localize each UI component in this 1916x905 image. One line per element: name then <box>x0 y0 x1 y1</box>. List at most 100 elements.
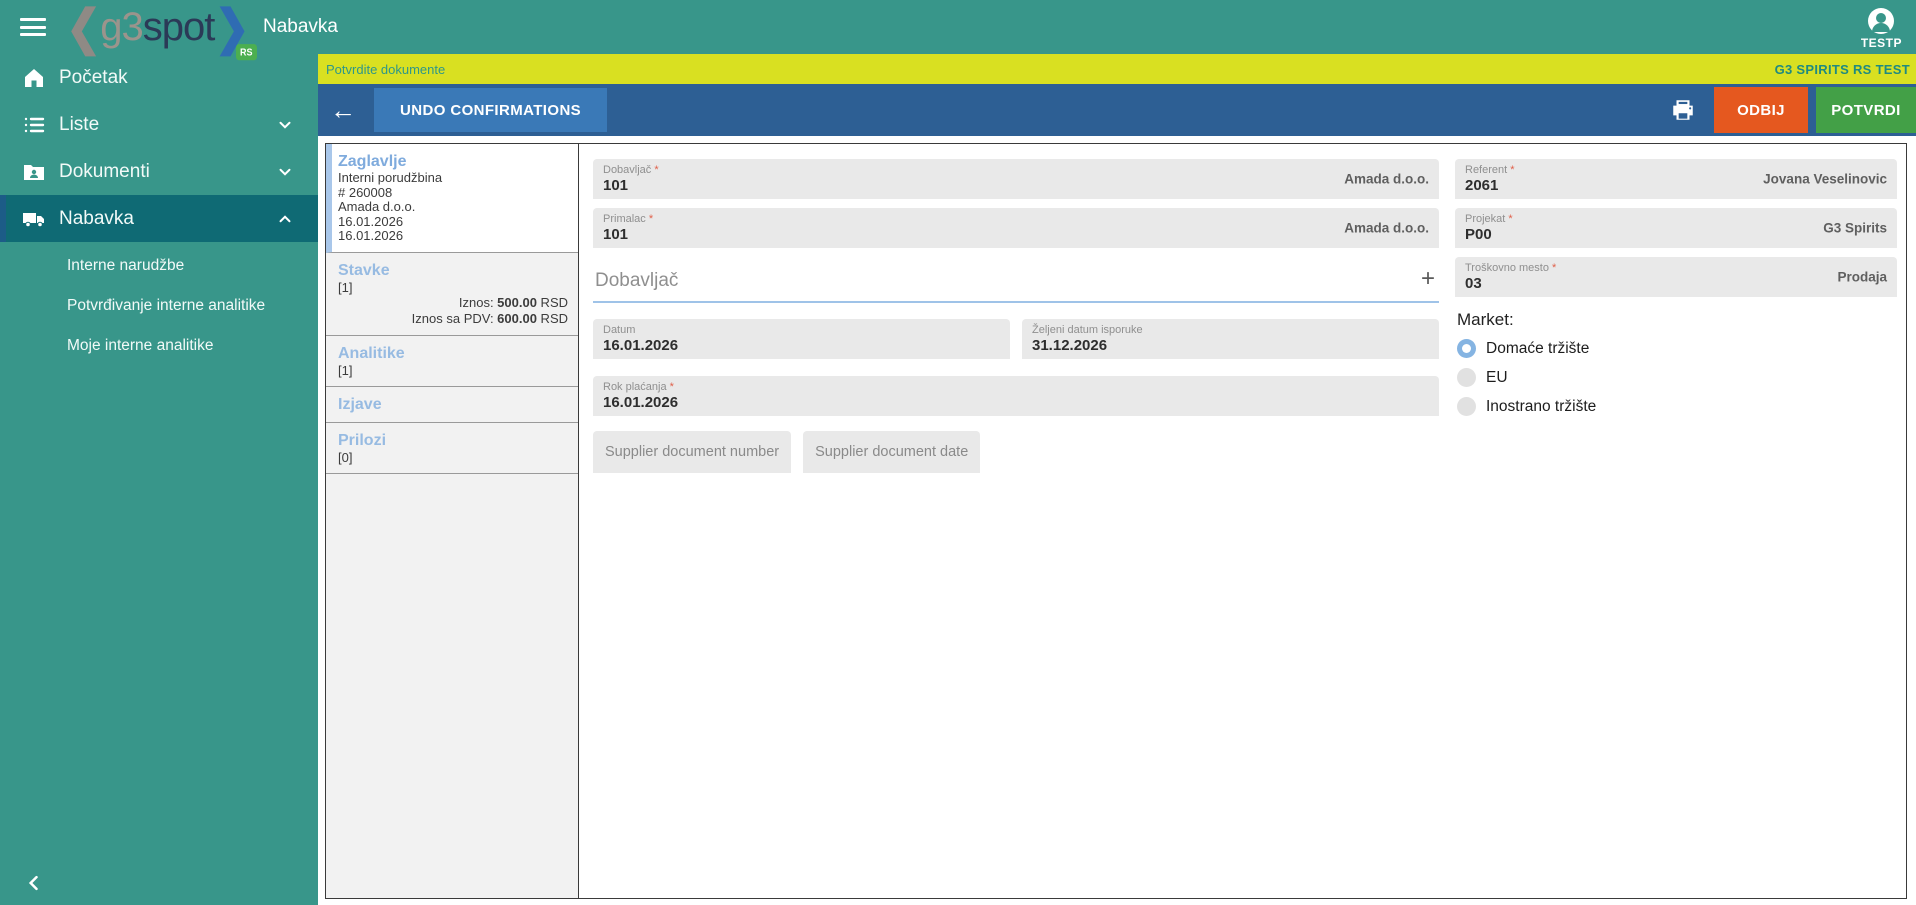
tab-label: Analitike <box>338 344 405 362</box>
print-icon[interactable] <box>1670 97 1696 123</box>
user-menu[interactable]: TESTP <box>1861 8 1902 50</box>
sidebar-subitem-moje-interne-analitike[interactable]: Moje interne analitike <box>0 326 318 366</box>
amount-total-vat: Iznos sa PDV: 600.00 RSD <box>411 310 568 326</box>
tab-zaglavlje[interactable]: Zaglavlje Interni porudžbina # 260008 Am… <box>326 144 578 253</box>
field-label: Datum <box>603 324 636 336</box>
menu-icon[interactable] <box>20 18 46 36</box>
field-value: 31.12.2026 <box>1032 337 1108 354</box>
company-name: G3 SPIRITS RS TEST <box>1774 61 1910 77</box>
document-date2: 16.01.2026 <box>338 228 404 243</box>
projekat-field[interactable]: Projekat * P00 G3 Spirits <box>1455 208 1897 248</box>
input-placeholder: Supplier document number <box>605 444 780 460</box>
troskovno-mesto-field[interactable]: Troškovno mesto * 03 Prodaja <box>1455 257 1897 297</box>
supplier-document-date-input[interactable]: Supplier document date <box>803 431 981 473</box>
supplier-document-number-input[interactable]: Supplier document number <box>593 431 792 473</box>
sidebar-subitem-label: Potvrđivanje interne analitike <box>67 297 266 314</box>
field-label: Troškovno mesto * <box>1465 262 1557 274</box>
add-icon[interactable]: + <box>1420 265 1435 292</box>
tab-count: [0] <box>338 449 353 465</box>
document-partner: Amada d.o.o. <box>338 199 416 214</box>
field-value: 101 <box>603 226 629 243</box>
radio-button-icon[interactable] <box>1457 339 1476 358</box>
referent-field[interactable]: Referent * 2061 Jovana Veselinovic <box>1455 159 1897 199</box>
form-right-column: Referent * 2061 Jovana Veselinovic Proje… <box>1455 159 1897 898</box>
sidebar-collapse-icon[interactable] <box>24 873 44 893</box>
primalac-field[interactable]: Primalac * 101 Amada d.o.o. <box>593 208 1439 248</box>
field-helper-text: Jovana Veselinovic <box>1763 171 1887 187</box>
notice-bar: Potvrdite dokumente G3 SPIRITS RS TEST <box>318 54 1916 84</box>
document-date: 16.01.2026 <box>338 213 404 229</box>
field-value: P00 <box>1465 226 1492 243</box>
dobavljac-search-input[interactable]: Dobavljač + <box>593 261 1439 303</box>
field-label: Projekat * <box>1465 213 1513 225</box>
radio-button-icon[interactable] <box>1457 397 1476 416</box>
field-value: 03 <box>1465 275 1482 292</box>
sidebar-item-label: Liste <box>59 113 100 135</box>
required-asterisk: * <box>669 381 674 393</box>
amount-total: Iznos: 500.00 RSD <box>458 294 568 310</box>
top-bar: ❮ g3 spot ❯ RS Nabavka TESTP <box>0 0 1916 60</box>
sidebar-item-nabavka[interactable]: Nabavka <box>0 195 318 242</box>
tab-izjave[interactable]: Izjave <box>326 387 578 423</box>
datum-field[interactable]: Datum 16.01.2026 <box>593 319 1010 359</box>
document-type: Interni porudžbina <box>338 170 443 185</box>
sidebar-subitem-interne-narudzbe[interactable]: Interne narudžbe <box>0 246 318 286</box>
document-card: Zaglavlje Interni porudžbina # 260008 Am… <box>325 143 1907 899</box>
sidebar-subitem-label: Interne narudžbe <box>67 257 185 274</box>
document-toolbar: ← UNDO CONFIRMATIONS ODBIJ POTVRDI <box>318 84 1916 136</box>
tab-analitike[interactable]: Analitike [1] <box>326 336 578 387</box>
undo-confirmations-button[interactable]: UNDO CONFIRMATIONS <box>374 88 608 132</box>
back-arrow-icon[interactable]: ← <box>330 95 356 125</box>
field-helper-text: Amada d.o.o. <box>1344 171 1429 187</box>
tab-label: Zaglavlje <box>338 153 407 170</box>
input-placeholder: Supplier document date <box>815 444 969 460</box>
radio-inostrano-trziste[interactable]: Inostrano tržište <box>1457 397 1897 416</box>
sidebar-item-label: Početak <box>59 66 128 88</box>
chevron-down-icon <box>279 168 291 176</box>
chevron-down-icon <box>279 121 291 129</box>
section-tabs: Zaglavlje Interni porudžbina # 260008 Am… <box>326 144 579 898</box>
reject-button[interactable]: ODBIJ <box>1714 87 1808 133</box>
sidebar-item-liste[interactable]: Liste <box>0 101 318 148</box>
radio-eu[interactable]: EU <box>1457 368 1897 387</box>
field-helper-text: Amada d.o.o. <box>1344 220 1429 236</box>
logo-rs-badge: RS <box>236 43 257 60</box>
zeljeni-datum-isporuke-field[interactable]: Željeni datum isporuke 31.12.2026 <box>1022 319 1439 359</box>
logo-text-spot: spot <box>142 4 216 49</box>
rok-placanja-field[interactable]: Rok plaćanja * 16.01.2026 <box>593 376 1439 416</box>
chevron-up-icon <box>279 214 291 222</box>
field-label: Dobavljač * <box>603 164 659 176</box>
tab-count: [1] <box>338 279 353 295</box>
sidebar-item-label: Nabavka <box>59 207 134 229</box>
logo-right-bracket-icon: ❯ RS <box>214 0 257 60</box>
sidebar-item-label: Dokumenti <box>59 160 150 182</box>
tab-label: Izjave <box>338 395 382 413</box>
tab-prilozi[interactable]: Prilozi [0] <box>326 423 578 474</box>
field-helper-text: Prodaja <box>1837 269 1887 285</box>
market-radio-group: Market: Domaće tržište EU Inostrano trži… <box>1455 310 1897 416</box>
user-name: TESTP <box>1860 36 1902 50</box>
required-asterisk: * <box>1552 262 1557 274</box>
field-label: Željeni datum isporuke <box>1032 324 1143 336</box>
home-icon <box>25 68 43 87</box>
radio-button-icon[interactable] <box>1457 368 1476 387</box>
tab-count: [1] <box>338 362 353 378</box>
sidebar-item-pocetak[interactable]: Početak <box>0 54 318 101</box>
field-value: 101 <box>603 177 629 194</box>
field-value: 2061 <box>1465 177 1499 194</box>
radio-domace-trziste[interactable]: Domaće tržište <box>1457 339 1897 358</box>
dobavljac-field[interactable]: Dobavljač * 101 Amada d.o.o. <box>593 159 1439 199</box>
logo-left-bracket-icon: ❮ <box>66 0 101 55</box>
field-helper-text: G3 Spirits <box>1823 220 1887 236</box>
radio-label: Domaće tržište <box>1486 339 1590 357</box>
tab-label: Prilozi <box>338 431 387 449</box>
sidebar: Početak Liste Dokumenti Nabavka Interne … <box>0 54 318 905</box>
sidebar-subitem-potvrdjivanje-interne-analitike[interactable]: Potvrđivanje interne analitike <box>0 286 318 326</box>
user-avatar-icon <box>1868 8 1895 34</box>
confirm-button[interactable]: POTVRDI <box>1816 87 1916 133</box>
sidebar-item-dokumenti[interactable]: Dokumenti <box>0 148 318 195</box>
sidebar-subitem-label: Moje interne analitike <box>67 337 214 354</box>
tab-stavke[interactable]: Stavke [1] Iznos: 500.00 RSD Iznos sa PD… <box>326 253 578 336</box>
field-label: Referent * <box>1465 164 1515 176</box>
field-label: Primalac * <box>603 213 654 225</box>
